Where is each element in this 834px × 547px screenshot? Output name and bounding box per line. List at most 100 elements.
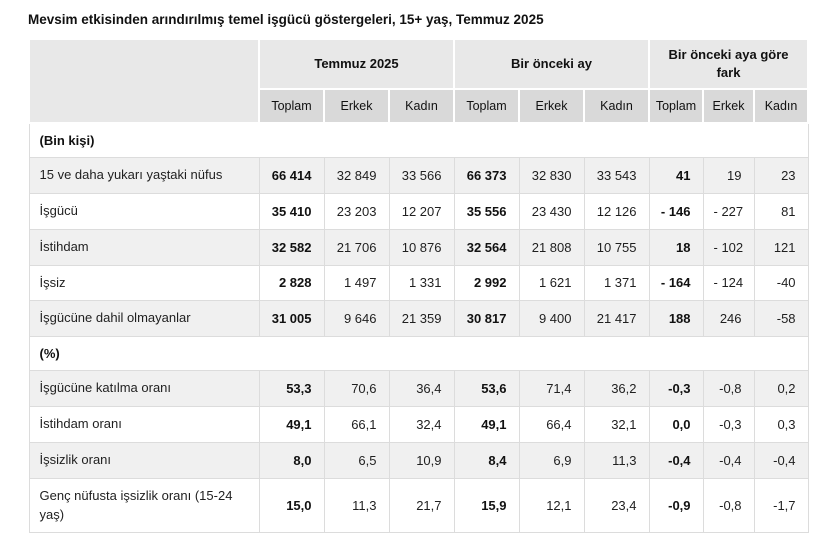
cell-value: -0,8: [702, 477, 755, 534]
cell-value: 23 430: [518, 192, 585, 230]
cell-value: -58: [753, 300, 809, 338]
cell-value: 70,6: [323, 370, 390, 408]
cell-value: 12 207: [388, 192, 455, 230]
section-label: (%): [28, 336, 809, 372]
cell-value: 66 414: [258, 157, 325, 194]
cell-value: 6,5: [323, 441, 390, 479]
section-row: (Bin kişi): [28, 122, 809, 158]
cell-value: 10 755: [583, 228, 650, 266]
cell-value: 1 371: [583, 264, 650, 302]
cell-value: 32 830: [518, 157, 585, 194]
cell-value: 31 005: [258, 300, 325, 338]
cell-value: 21 359: [388, 300, 455, 338]
cell-value: 21 808: [518, 228, 585, 266]
cell-value: 19: [702, 157, 755, 194]
cell-value: 41: [648, 157, 704, 194]
cell-value: 21 417: [583, 300, 650, 338]
column-header-row: Toplam Erkek Kadın Toplam Erkek Kadın To…: [29, 88, 810, 124]
cell-value: 21 706: [323, 228, 390, 266]
cell-value: 12,1: [518, 477, 585, 534]
cell-value: 8,0: [258, 441, 325, 479]
table-row: İşsiz 2 828 1 497 1 331 2 992 1 621 1 371- 164…: [28, 264, 809, 302]
row-label: İşgücüne dahil olmayanlar: [28, 300, 260, 338]
cell-value: 33 566: [388, 157, 455, 194]
table-row: İstihdam 32 582 21 706 10 876 32 564 21 808 10…: [28, 228, 809, 266]
table-header: Temmuz 2025 Bir önceki ay Bir önceki aya…: [28, 38, 810, 124]
cell-value: 23 203: [323, 192, 390, 230]
table-row: 15 ve daha yukarı yaştaki nüfus 66 414 32 …: [28, 157, 809, 194]
column-header-erkek-2: Erkek: [518, 88, 585, 124]
cell-value: 32,4: [388, 406, 455, 443]
cell-value: 9 646: [323, 300, 390, 338]
cell-value: 11,3: [583, 441, 650, 479]
cell-value: 35 556: [453, 192, 520, 230]
cell-value: -0,3: [702, 406, 755, 443]
column-header-erkek-3: Erkek: [702, 88, 756, 124]
cell-value: 81: [753, 192, 809, 230]
row-label: 15 ve daha yukarı yaştaki nüfus: [28, 157, 260, 194]
cell-value: 49,1: [258, 406, 325, 443]
cell-value: -40: [753, 264, 809, 302]
cell-value: 66,4: [518, 406, 585, 443]
row-label: İşsiz: [28, 264, 260, 302]
cell-value: 71,4: [518, 370, 585, 408]
cell-value: 66,1: [323, 406, 390, 443]
cell-value: 2 992: [453, 264, 520, 302]
column-group-current-month: Temmuz 2025: [258, 38, 455, 90]
column-header-toplam-2: Toplam: [453, 88, 520, 124]
page-title: Mevsim etkisinden arındırılmış temel işg…: [28, 12, 544, 27]
labor-indicators-table: Temmuz 2025 Bir önceki ay Bir önceki aya…: [28, 38, 810, 534]
cell-value: -0,4: [648, 441, 704, 479]
cell-value: - 227: [702, 192, 755, 230]
cell-value: 8,4: [453, 441, 520, 479]
row-label: İstihdam oranı: [28, 406, 260, 443]
row-label: İşgücüne katılma oranı: [28, 370, 260, 408]
cell-value: -0,4: [753, 441, 809, 479]
cell-value: 49,1: [453, 406, 520, 443]
table-row: İstihdam oranı 49,1 66,1 32,4 49,1 66,4 32,1 0,…: [28, 406, 809, 443]
cell-value: 53,3: [258, 370, 325, 408]
cell-value: 10,9: [388, 441, 455, 479]
table-row: İşgücüne dahil olmayanlar 31 005 9 646 21 3…: [28, 300, 809, 338]
corner-cell: [28, 38, 260, 124]
cell-value: 2 828: [258, 264, 325, 302]
column-header-erkek-1: Erkek: [323, 88, 390, 124]
cell-value: - 102: [702, 228, 755, 266]
cell-value: 0,2: [753, 370, 809, 408]
cell-value: 21,7: [388, 477, 455, 534]
column-group-row: Temmuz 2025 Bir önceki ay Bir önceki aya…: [28, 38, 810, 124]
cell-value: 36,2: [583, 370, 650, 408]
cell-value: - 124: [702, 264, 755, 302]
cell-value: 188: [648, 300, 704, 338]
cell-value: 32 564: [453, 228, 520, 266]
column-header-toplam-3: Toplam: [648, 88, 705, 124]
cell-value: 32 582: [258, 228, 325, 266]
section-label: (Bin kişi): [28, 122, 809, 158]
cell-value: 36,4: [388, 370, 455, 408]
row-label: İşgücü: [28, 192, 260, 230]
cell-value: 32 849: [323, 157, 390, 194]
cell-value: 6,9: [518, 441, 585, 479]
cell-value: -0,3: [648, 370, 704, 408]
table-row: İşgücü 35 410 23 203 12 207 35 556 23 430 12 1…: [28, 192, 809, 230]
cell-value: 9 400: [518, 300, 585, 338]
cell-value: 246: [702, 300, 755, 338]
table-row: Genç nüfusta işsizlik oranı (15-24 yaş) 1…: [28, 477, 809, 534]
cell-value: 35 410: [258, 192, 325, 230]
cell-value: - 164: [648, 264, 704, 302]
table-row: İşgücüne katılma oranı 53,3 70,6 36,4 53,6 71…: [28, 370, 809, 408]
cell-value: 66 373: [453, 157, 520, 194]
cell-value: 23,4: [583, 477, 650, 534]
cell-value: -1,7: [753, 477, 809, 534]
section-row: (%): [28, 336, 809, 372]
cell-value: 121: [753, 228, 809, 266]
cell-value: 15,9: [453, 477, 520, 534]
column-header-kadin-1: Kadın: [388, 88, 455, 124]
column-group-difference: Bir önceki aya göre fark: [648, 38, 810, 90]
row-label: İstihdam: [28, 228, 260, 266]
cell-value: 10 876: [388, 228, 455, 266]
cell-value: 33 543: [583, 157, 650, 194]
cell-value: 15,0: [258, 477, 325, 534]
cell-value: 12 126: [583, 192, 650, 230]
